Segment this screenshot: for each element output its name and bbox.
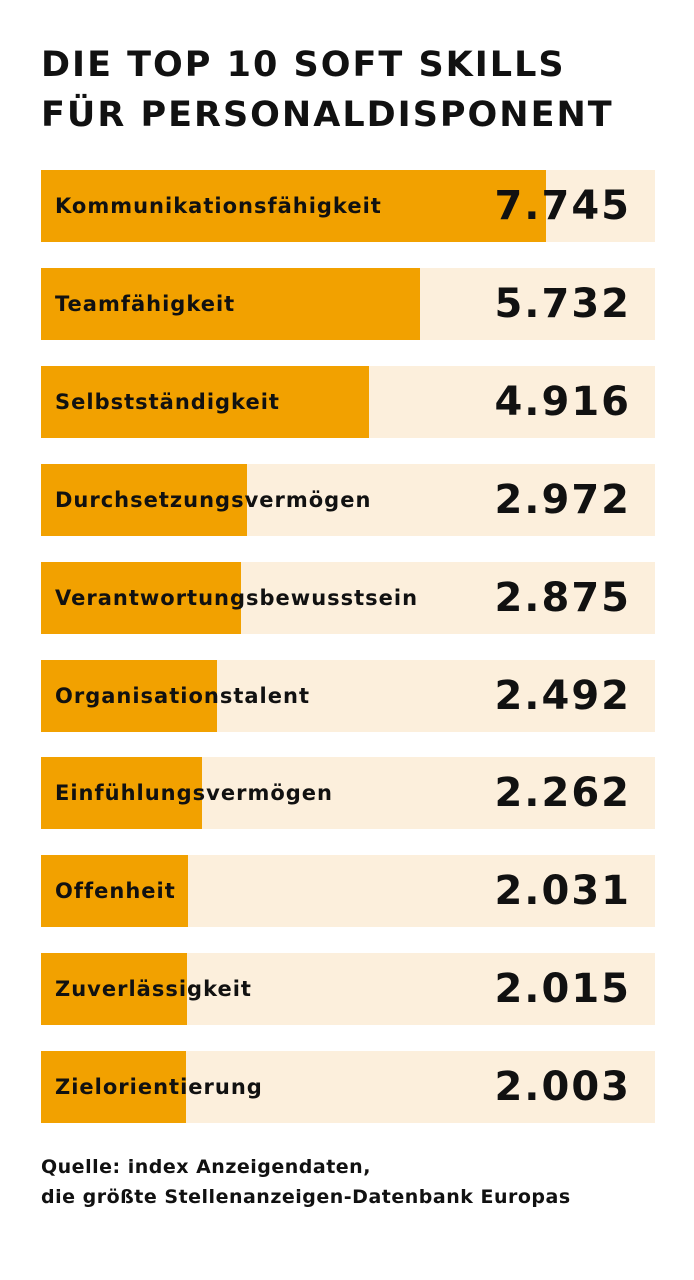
bar: [41, 855, 188, 928]
bar-row: Zuverlässigkeit 2.015: [41, 953, 655, 1026]
bar: [41, 659, 217, 732]
bar: [41, 365, 369, 438]
bar-value-label: 4.916: [494, 378, 631, 425]
bar-row: Kommunikationsfähigkeit 7.745: [41, 170, 655, 242]
bar: [41, 757, 203, 830]
source-line-1: Quelle: index Anzeigendaten,: [41, 1156, 371, 1178]
bar-label: Zuverlässigkeit: [55, 977, 252, 1002]
bar-row: Selbstständigkeit 4.916: [41, 365, 655, 438]
source-note: Quelle: index Anzeigendaten, die größte …: [41, 1152, 571, 1212]
bar-value-label: 2.015: [494, 966, 631, 1013]
source-line-2: die größte Stellenanzeigen-Datenbank Eur…: [41, 1186, 571, 1208]
bar: [41, 170, 546, 242]
bar-value-label: 2.031: [494, 868, 631, 915]
bar-row: Zielorientierung 2.003: [41, 1051, 655, 1124]
bar-label: Offenheit: [55, 879, 176, 904]
bar: [41, 463, 247, 536]
bar-label: Zielorientierung: [55, 1075, 263, 1100]
bar-label: Teamfähigkeit: [55, 291, 236, 316]
bar-label: Kommunikationsfähigkeit: [55, 194, 382, 218]
bar-value-label: 2.003: [494, 1064, 631, 1111]
bar-value-label: 2.262: [494, 770, 631, 817]
bar-row: Verantwortungsbewusstsein 2.875: [41, 561, 655, 634]
bar: [41, 1051, 186, 1124]
bar-value-label: 7.745: [494, 183, 631, 229]
bar-value-label: 5.732: [494, 280, 631, 327]
bar-row: Durchsetzungsvermögen 2.972: [41, 463, 655, 536]
bar-value-label: 2.972: [494, 476, 631, 523]
bar-row: Offenheit 2.031: [41, 855, 655, 928]
bar-row: Teamfähigkeit 5.732: [41, 267, 655, 340]
bar-label: Verantwortungsbewusstsein: [55, 585, 419, 610]
bar-row: Organisationstalent 2.492: [41, 659, 655, 732]
chart-title: DIE TOP 10 SOFT SKILLS FÜR PERSONALDISPO…: [41, 45, 614, 135]
bar: [41, 267, 420, 340]
bar-value-label: 2.875: [494, 574, 631, 621]
bar-label: Einfühlungsvermögen: [55, 781, 333, 806]
bar: [41, 561, 241, 634]
bar-label: Selbstständigkeit: [55, 389, 280, 414]
bar-value-label: 2.492: [494, 672, 631, 719]
bar-label: Durchsetzungsvermögen: [55, 487, 372, 512]
bar-row: Einfühlungsvermögen 2.262: [41, 757, 655, 830]
bar-label: Organisationstalent: [55, 683, 310, 708]
bar: [41, 953, 187, 1026]
